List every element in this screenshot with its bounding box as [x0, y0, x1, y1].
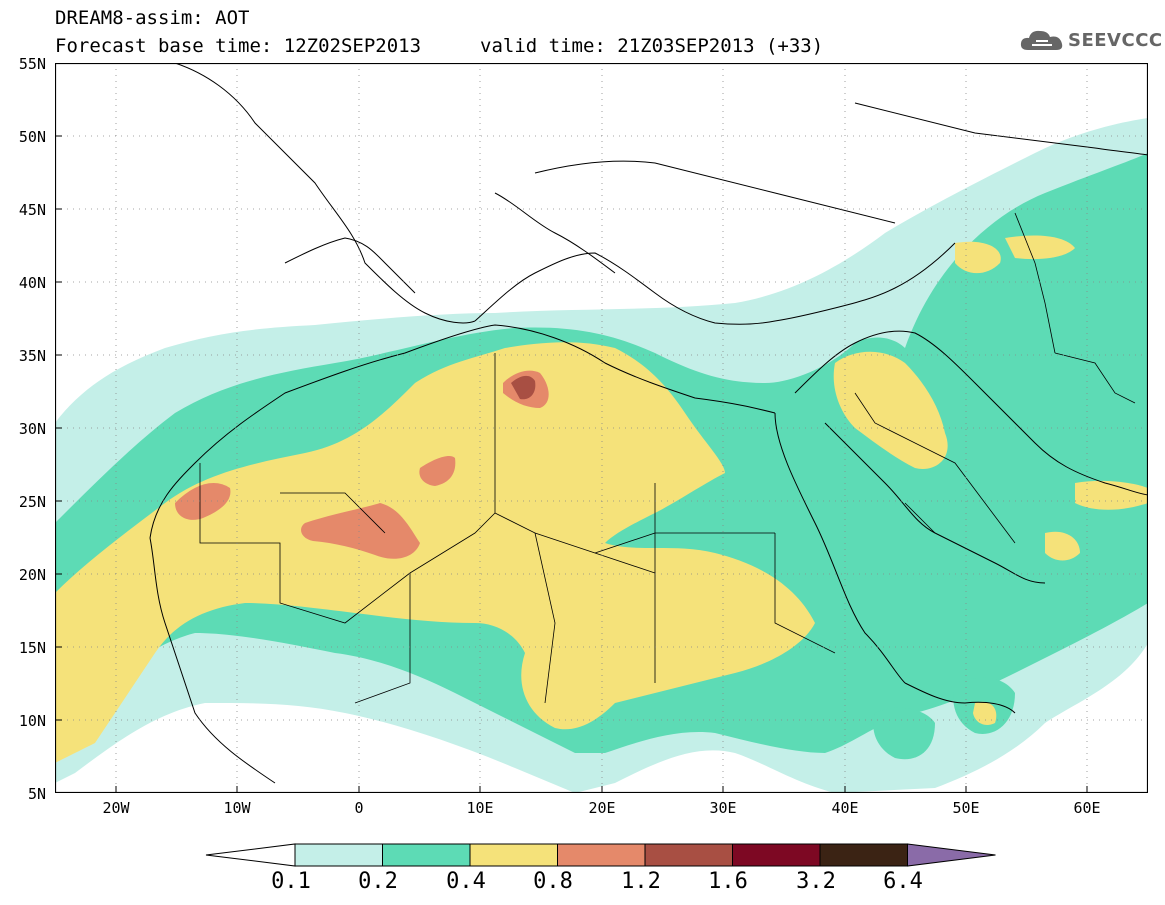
colorbar-swatch	[382, 843, 471, 867]
aot-band-1.2	[511, 375, 536, 400]
lon-label: 20E	[588, 799, 616, 817]
lat-label: 25N	[18, 493, 46, 511]
lon-label: 20W	[102, 799, 130, 817]
lat-label: 45N	[18, 201, 46, 219]
coastlines	[55, 63, 1148, 784]
lat-lon-gridlines	[55, 63, 1148, 793]
lat-label: 5N	[27, 785, 46, 803]
lon-label: 30E	[709, 799, 737, 817]
lon-label: 50E	[952, 799, 980, 817]
aot-map	[55, 63, 1148, 793]
colorbar-swatch	[644, 843, 733, 867]
lon-label: 0	[354, 799, 364, 817]
seevccc-logo: SEEVCCC	[1018, 26, 1162, 54]
lat-label: 20N	[18, 566, 46, 584]
aot-band-0.8	[175, 370, 549, 559]
colorbar-swatch	[294, 843, 383, 867]
colorbar-label: 1.6	[708, 869, 748, 894]
country-borders	[199, 212, 1136, 704]
logo-text: SEEVCCC	[1068, 30, 1163, 51]
axis-ticks	[55, 135, 1088, 793]
lon-label: 40E	[831, 799, 859, 817]
colorbar-swatch	[557, 843, 646, 867]
colorbar-label: 0.1	[271, 869, 311, 894]
lat-label: 30N	[18, 420, 46, 438]
aot-band-0.4	[55, 235, 1148, 763]
lon-label: 10E	[466, 799, 494, 817]
cloud-icon	[1020, 30, 1063, 50]
colorbar-swatch	[907, 843, 996, 867]
lat-label: 55N	[18, 55, 46, 73]
lat-label: 15N	[18, 639, 46, 657]
colorbar-swatch	[205, 843, 296, 867]
colorbar-swatch	[732, 843, 821, 867]
colorbar-label: 1.2	[621, 869, 661, 894]
base-time-label: Forecast base time: 12Z02SEP2013	[55, 35, 422, 57]
colorbar-label: 0.2	[358, 869, 398, 894]
lat-label: 50N	[18, 128, 46, 146]
lat-label: 10N	[18, 712, 46, 730]
aot-colorbar	[205, 843, 996, 867]
colorbar-label: 0.4	[446, 869, 486, 894]
colorbar-swatch	[469, 843, 558, 867]
colorbar-label: 3.2	[796, 869, 836, 894]
colorbar-label: 0.8	[533, 869, 573, 894]
title-line: DREAM8-assim: AOT	[55, 7, 250, 29]
lon-label: 10W	[223, 799, 251, 817]
colorbar-label: 6.4	[883, 869, 923, 894]
colorbar-swatch	[819, 843, 908, 867]
lon-label: 60E	[1073, 799, 1101, 817]
lat-label: 35N	[18, 347, 46, 365]
lat-label: 40N	[18, 274, 46, 292]
valid-time-label: valid time: 21Z03SEP2013 (+33)	[480, 35, 824, 57]
